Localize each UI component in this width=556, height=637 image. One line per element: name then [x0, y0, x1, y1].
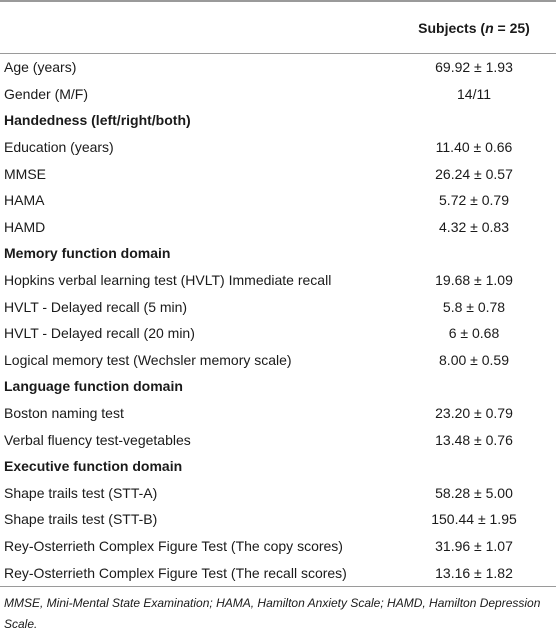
section-header-row: Handedness (left/right/both) [0, 107, 556, 134]
row-value: 58.28 ± 5.00 [435, 484, 513, 501]
table-row: HAMA 5.72 ± 0.79 [0, 187, 556, 214]
row-value: 6 ± 0.68 [448, 325, 500, 342]
row-label: Shape trails test (STT-A) [4, 484, 158, 501]
row-label: Boston naming test [4, 405, 124, 422]
subjects-table: Subjects (n = 25) Age (years) 69.92 ± 1.9… [0, 0, 556, 587]
row-label: Shape trails test (STT-B) [4, 511, 158, 528]
row-value: 5.72 ± 0.79 [439, 192, 509, 209]
table-row: Gender (M/F) 14/11 [0, 81, 556, 108]
row-label: Rey-Osterrieth Complex Figure Test (The … [4, 537, 343, 554]
row-value [392, 107, 556, 134]
table-row: Shape trails test (STT-A) 58.28 ± 5.00 [0, 480, 556, 507]
row-value [392, 240, 556, 267]
row-value: 23.20 ± 0.79 [435, 405, 513, 422]
table-row: Shape trails test (STT-B) 150.44 ± 1.95 [0, 506, 556, 533]
table-row: Logical memory test (Wechsler memory sca… [0, 347, 556, 374]
row-value: 150.44 ± 1.95 [431, 511, 517, 528]
row-value: 14/11 [457, 85, 491, 102]
row-value: 31.96 ± 1.07 [435, 537, 513, 554]
header-subjects-prefix: Subjects ( [418, 19, 486, 36]
row-label: Education (years) [4, 139, 114, 156]
header-n-symbol: n [485, 19, 494, 36]
row-value: 5.8 ± 0.78 [442, 298, 506, 315]
section-header-row: Language function domain [0, 373, 556, 400]
section-header-row: Memory function domain [0, 240, 556, 267]
section-header-row: Executive function domain [0, 453, 556, 480]
row-value: 13.48 ± 0.76 [435, 431, 513, 448]
row-value: 69.92 ± 1.93 [435, 59, 513, 76]
table-footnote: MMSE, Mini-Mental State Examination; HAM… [4, 596, 541, 631]
header-subjects-cell: Subjects (n = 25) [392, 0, 556, 54]
row-value: 13.16 ± 1.82 [392, 559, 556, 587]
section-label: Handedness (left/right/both) [4, 112, 191, 129]
table-row: Rey-Osterrieth Complex Figure Test (The … [0, 559, 556, 587]
table-row: HVLT - Delayed recall (20 min) 6 ± 0.68 [0, 320, 556, 347]
row-value: 26.24 ± 0.57 [435, 165, 513, 182]
row-value [392, 373, 556, 400]
table-row: Boston naming test 23.20 ± 0.79 [0, 400, 556, 427]
table-body: Age (years) 69.92 ± 1.93 Gender (M/F) 14/11… [0, 54, 556, 587]
table-row: Education (years) 11.40 ± 0.66 [0, 134, 556, 161]
row-label: HVLT - Delayed recall (20 min) [4, 325, 195, 342]
table-row: HVLT - Delayed recall (5 min) 5.8 ± 0.78 [0, 293, 556, 320]
row-value: 19.68 ± 1.09 [435, 272, 513, 289]
section-label: Language function domain [4, 378, 183, 395]
row-value: 8.00 ± 0.59 [439, 351, 509, 368]
table-row: Age (years) 69.92 ± 1.93 [0, 54, 556, 81]
table-row: HAMD 4.32 ± 0.83 [0, 214, 556, 241]
header-subjects-suffix: = 25) [493, 19, 530, 36]
table-row: Hopkins verbal learning test (HVLT) Imme… [0, 267, 556, 294]
row-label: Verbal fluency test-vegetables [4, 431, 191, 448]
row-label: Logical memory test (Wechsler memory sca… [4, 351, 292, 368]
row-label: HAMA [4, 192, 45, 209]
row-label: Gender (M/F) [4, 85, 89, 102]
section-label: Executive function domain [4, 458, 183, 475]
row-value: 4.32 ± 0.83 [439, 218, 509, 235]
row-label: Hopkins verbal learning test (HVLT) Imme… [4, 272, 332, 289]
header-blank-cell [0, 0, 392, 54]
row-label: MMSE [4, 165, 46, 182]
row-label: Rey-Osterrieth Complex Figure Test (The … [0, 559, 392, 587]
row-label: HVLT - Delayed recall (5 min) [4, 298, 188, 315]
table-row: Rey-Osterrieth Complex Figure Test (The … [0, 533, 556, 560]
row-value: 11.40 ± 0.66 [435, 139, 513, 156]
header-row: Subjects (n = 25) [0, 0, 556, 54]
row-label: HAMD [4, 218, 46, 235]
row-label: Age (years) [4, 59, 77, 76]
table-row: MMSE 26.24 ± 0.57 [0, 160, 556, 187]
row-value [392, 453, 556, 480]
section-label: Memory function domain [4, 245, 171, 262]
table-row: Verbal fluency test-vegetables 13.48 ± 0.… [0, 426, 556, 453]
